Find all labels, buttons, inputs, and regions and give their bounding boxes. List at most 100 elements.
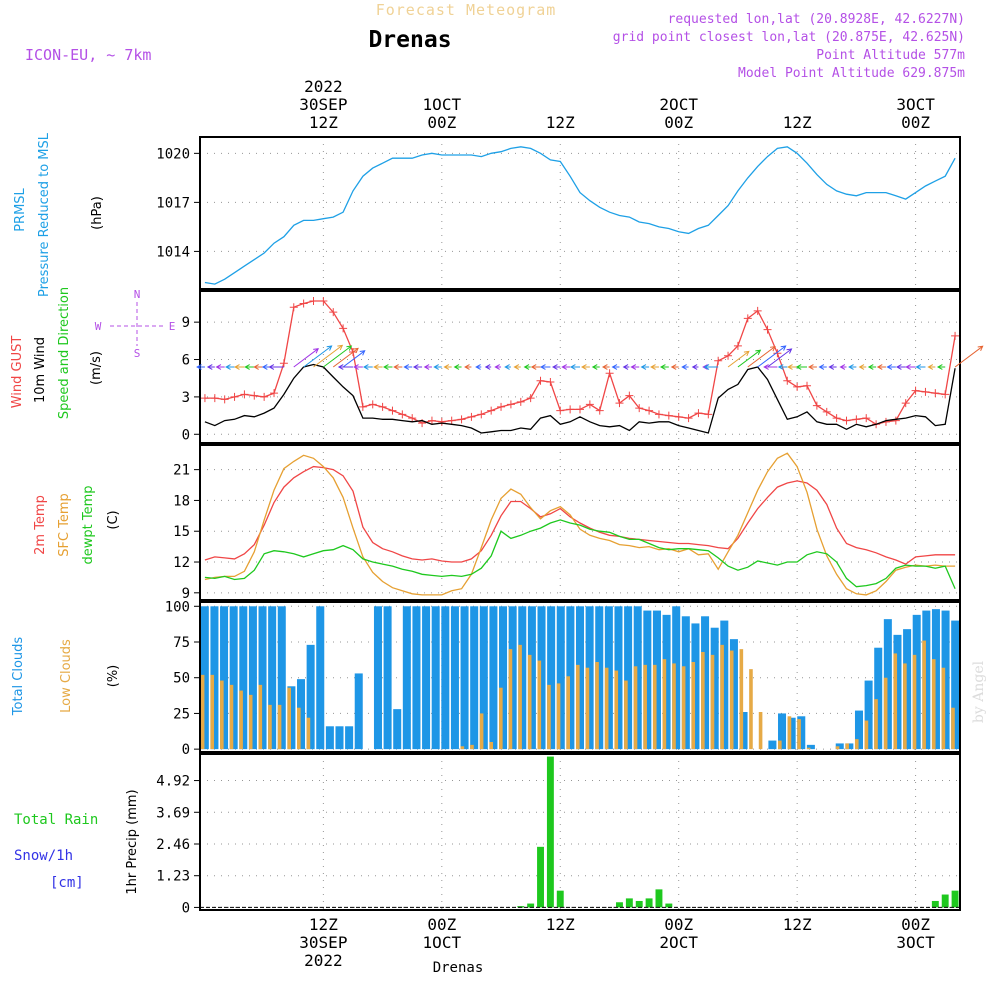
model-label: ICON-EU, ~ 7km xyxy=(25,46,151,64)
pressure-frame xyxy=(199,136,961,290)
total-cloud-bar xyxy=(537,606,546,750)
total-cloud-bar xyxy=(422,606,431,750)
y-tick-label: 18 xyxy=(173,493,190,509)
wind-arrow-head xyxy=(234,364,240,370)
total-cloud-bar xyxy=(354,673,363,750)
low-cloud-bar xyxy=(633,666,638,750)
gust-marker xyxy=(279,359,288,368)
clouds-unit-label: (%) xyxy=(106,665,121,688)
low-cloud-bar xyxy=(883,677,888,750)
wind-arrow-head xyxy=(464,364,470,370)
wind-arrow-head xyxy=(795,364,802,370)
wind-arrow-head xyxy=(313,348,320,354)
wind-arrow-head xyxy=(927,364,934,370)
y-tick-label: 3 xyxy=(182,390,190,406)
low-cloud-bar xyxy=(585,667,590,750)
rain-bar xyxy=(546,756,554,908)
gust-marker xyxy=(941,390,950,399)
low-cloud-bar xyxy=(287,687,291,750)
low-cloud-bar xyxy=(460,746,465,750)
low-cloud-bar xyxy=(268,704,272,750)
total-cloud-bar xyxy=(287,686,296,750)
wind-arrow-head xyxy=(622,364,629,370)
pressure-labels: PRMSL Pressure Reduced to MSL (hPa) xyxy=(13,132,105,297)
low-cloud-bar xyxy=(835,746,840,750)
gust-marker xyxy=(398,410,407,419)
wind-arrow-head xyxy=(196,364,202,370)
y-tick-label: 100 xyxy=(165,599,190,615)
total-cloud-bar xyxy=(508,606,517,750)
low-cloud-bar xyxy=(258,684,263,750)
wind-arrow xyxy=(737,349,761,368)
y-tick-label: 1017 xyxy=(156,195,190,211)
total-cloud-bar xyxy=(566,606,575,750)
wind-arrow-head xyxy=(362,364,369,370)
total-cloud-bar xyxy=(383,606,392,750)
total-cloud-bar xyxy=(691,623,700,750)
gust-marker xyxy=(931,389,940,398)
total-cloud-bar xyxy=(306,644,315,750)
low-cloud-bar xyxy=(951,707,955,750)
low-cloud-bar xyxy=(470,744,474,750)
low-cloud-bar xyxy=(297,707,301,750)
gust-marker xyxy=(862,414,871,423)
rain-bar xyxy=(645,898,653,908)
y-tick-label: 9 xyxy=(182,315,190,331)
gust-marker xyxy=(329,308,338,317)
gust-marker xyxy=(408,414,417,423)
low-cloud-bar xyxy=(556,683,561,750)
low-cloud-bar xyxy=(672,663,676,750)
low-cloud-bar xyxy=(797,719,801,750)
low-cloud-bar xyxy=(479,713,484,750)
time-label: 00Z xyxy=(901,915,930,934)
wind-10m-label: 10m Wind xyxy=(33,337,48,403)
temp2m-label: 2m Temp xyxy=(33,495,48,555)
pressure-panel: 1014 1017 1020 xyxy=(156,136,961,290)
y-tick-label: 4.92 xyxy=(156,774,190,790)
wind-arrow-head xyxy=(858,364,865,370)
gust-marker xyxy=(684,414,693,423)
y-tick-label: 1014 xyxy=(156,244,190,260)
pressure-unit-label: (hPa) xyxy=(90,196,105,230)
gust-marker xyxy=(793,382,802,391)
rain-bar xyxy=(517,906,525,908)
total-cloud-bar xyxy=(922,610,931,750)
rain-bar xyxy=(655,889,663,908)
low-cloud-bar xyxy=(787,716,792,750)
total-cloud-bar xyxy=(739,712,748,750)
low-cloud-bar xyxy=(652,664,657,750)
gust-marker xyxy=(951,331,960,340)
gust-marker xyxy=(635,404,644,413)
compass-w: W xyxy=(95,320,102,333)
wind-labels: Wind GUST 10m Wind Speed and Direction (… xyxy=(10,287,175,419)
total-cloud-bar xyxy=(277,606,286,750)
time-label: 3OCT xyxy=(896,933,935,952)
gust-marker xyxy=(585,400,594,409)
wind-arrow-head xyxy=(769,345,776,352)
wind-arrow-head xyxy=(353,347,359,354)
gust-marker xyxy=(714,356,723,365)
wind-arrow-head xyxy=(630,364,637,370)
time-label: 2022 xyxy=(304,77,343,96)
low-cloud-bar xyxy=(874,699,878,750)
supertitle: Forecast Meteogram xyxy=(376,1,557,19)
total-cloud-bar xyxy=(268,606,277,750)
gust-marker xyxy=(339,324,348,333)
compass-n: N xyxy=(134,288,141,301)
total-clouds-label: Total Clouds xyxy=(11,637,26,717)
total-cloud-bar xyxy=(527,606,536,750)
time-label: 12Z xyxy=(309,113,338,132)
y-tick-label: 2.46 xyxy=(156,837,190,853)
low-cloud-bar xyxy=(941,667,946,750)
total-cloud-bar xyxy=(402,606,411,750)
wind-arrow-head xyxy=(475,364,481,370)
total-cloud-bar xyxy=(614,606,623,750)
low-cloud-bar xyxy=(229,684,234,750)
low-cloud-bar xyxy=(720,644,724,750)
wind-arrow-head xyxy=(569,364,576,370)
low-cloud-bar xyxy=(518,644,522,750)
low-cloud-bar xyxy=(922,640,926,750)
wind-arrow-head xyxy=(786,348,793,354)
gust-marker xyxy=(625,391,634,400)
gust-marker xyxy=(358,402,367,411)
